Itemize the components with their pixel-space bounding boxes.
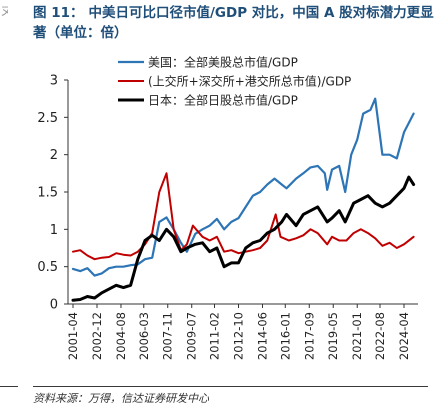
source-note: 资料来源：万得，信达证券研发中心 xyxy=(33,392,209,405)
y-tick-label: 0.5 xyxy=(37,260,58,275)
chart-legend: 美国：全部美股总市值/GDP (上交所+深交所+港交所总市值)/GDP 日本：全部日… xyxy=(118,55,351,108)
footer-rule xyxy=(33,386,428,387)
x-tick-label: 2016-01 xyxy=(278,312,292,360)
chart-axes: 0 0.5 1 1.5 2 2.5 3 2001-04 2002-12 2004-08 2006-0… xyxy=(37,74,418,360)
y-tick-label: 2 xyxy=(50,148,58,163)
x-tick-label: 2022-08 xyxy=(373,312,387,360)
truncated-edge-text: ヌ xyxy=(0,4,8,18)
y-tick-label: 3 xyxy=(50,74,58,89)
footer-rule-left xyxy=(0,386,18,387)
legend-label-3: 日本：全部日股总市值/GDP xyxy=(148,93,298,108)
y-tick-label: 2.5 xyxy=(37,111,58,126)
legend-label-1: 美国：全部美股总市值/GDP xyxy=(148,55,298,70)
x-tick-label: 2004-08 xyxy=(114,312,128,360)
series-line-2 xyxy=(72,172,415,261)
x-tick-label: 2009-07 xyxy=(185,312,199,360)
x-tick-label: 2021-01 xyxy=(350,312,364,360)
x-tick-label: 2012-10 xyxy=(232,312,246,360)
legend-label-2: (上交所+深交所+港交所总市值)/GDP xyxy=(148,74,351,89)
x-tick-label: 2017-09 xyxy=(302,312,316,360)
x-tick-label: 2014-06 xyxy=(255,312,269,360)
figure-title: 图 11： 中美日可比口径市值/GDP 对比，中国 A 股对标潜力更显著（单位：倍… xyxy=(33,3,435,43)
x-tick-label: 2001-04 xyxy=(66,312,80,360)
x-tick-label: 2024-04 xyxy=(397,312,411,360)
x-tick-label: 2019-05 xyxy=(326,312,340,360)
y-tick-label: 1 xyxy=(50,223,58,238)
figure-title-text: 中美日可比口径市值/GDP 对比，中国 A 股对标潜力更显著（单位：倍） xyxy=(33,5,434,41)
chart-series-lines xyxy=(71,97,416,302)
series-line-1 xyxy=(71,97,415,277)
x-tick-label: 2002-12 xyxy=(90,312,104,360)
y-tick-label: 0 xyxy=(50,298,58,313)
y-tick-label: 1.5 xyxy=(37,186,58,201)
x-tick-label: 2007-11 xyxy=(161,312,175,360)
figure-number: 图 11： xyxy=(33,5,84,21)
x-tick-label: 2011-02 xyxy=(208,312,222,360)
x-tick-label: 2006-03 xyxy=(137,312,151,360)
market-cap-gdp-line-chart: 0 0.5 1 1.5 2 2.5 3 2001-04 2002-12 2004-08 2006-0… xyxy=(37,55,418,360)
series-line-3 xyxy=(71,175,416,302)
